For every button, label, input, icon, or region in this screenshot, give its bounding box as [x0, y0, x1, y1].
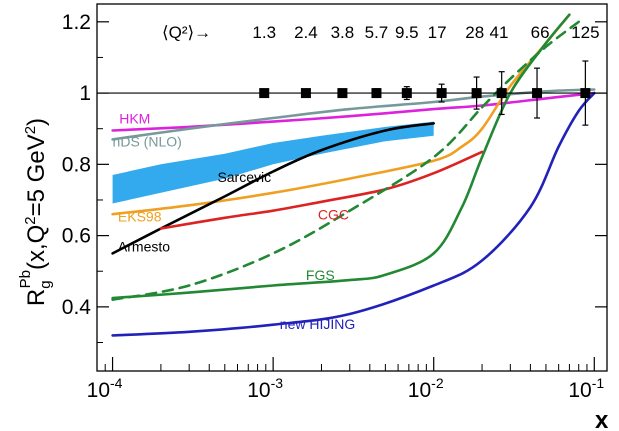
q2-value-label: 28 [465, 23, 484, 42]
data-marker [337, 88, 348, 99]
series-line-fgs-dashed [111, 20, 580, 301]
data-point [532, 67, 543, 119]
q2-value-label: 41 [490, 23, 509, 42]
y-tick-label: 0.4 [62, 296, 92, 319]
data-point [337, 88, 348, 99]
data-point [401, 86, 412, 101]
curve-label-fgs: FGS [306, 267, 335, 283]
q2-value-label: 17 [428, 23, 447, 42]
q2-value-label: 2.4 [294, 23, 318, 42]
series-line-new-hijing [111, 91, 596, 337]
data-point [300, 88, 311, 99]
x-tick-label: 10-2 [408, 375, 444, 402]
q2-value-label: 5.7 [365, 23, 389, 42]
y-title-sup: Pb [17, 270, 34, 288]
curve-label-nds-nlo: nDS (NLO) [113, 134, 182, 150]
q2-value-label: 66 [531, 23, 550, 42]
data-marker [259, 88, 270, 99]
q2-value-label: 9.5 [395, 23, 419, 42]
curve-label-hkm: HKM [119, 110, 150, 126]
y-axis-title: RgPb(x,Q2=5 GeV2) [17, 118, 54, 306]
y-title-tail: =5 GeV [23, 134, 50, 216]
y-title-gevsup: 2 [22, 126, 39, 134]
y-title-sub: g [37, 280, 54, 288]
curve-label-eks98: EKS98 [118, 208, 162, 224]
data-point [471, 76, 482, 110]
series-line-fgs [111, 13, 571, 300]
q2-value-label: 3.8 [331, 23, 355, 42]
y-title-q2sup: 2 [22, 216, 39, 224]
q2-header-label: ⟨Q²⟩→ [162, 23, 211, 42]
curve-label-cgc: CGC [318, 207, 349, 223]
y-tick-label: 0.6 [62, 225, 91, 248]
y-title-close: ) [23, 118, 50, 126]
data-marker [401, 88, 412, 99]
q2-value-label: 1.3 [252, 23, 276, 42]
data-marker [436, 88, 447, 99]
x-tick-label: 10-1 [568, 375, 604, 402]
curve-label-armesto: Armesto [118, 239, 170, 255]
data-point [371, 88, 382, 99]
sarcevic-band [112, 121, 434, 204]
data-point [496, 71, 507, 116]
series-line-cgc [159, 150, 484, 230]
x-tick-label: 10-3 [247, 375, 283, 402]
y-tick-label: 0.8 [62, 153, 91, 176]
data-point [436, 83, 447, 103]
y-title-rest: (x,Q [23, 225, 50, 270]
y-tick-label: 1 [79, 82, 91, 105]
svg-text:RgPb(x,Q2=5 GeV2): RgPb(x,Q2=5 GeV2) [17, 118, 54, 306]
series-line-eks98 [111, 13, 571, 216]
data-marker [300, 88, 311, 99]
series-line-hkm [111, 91, 596, 132]
data-marker [471, 88, 482, 99]
x-tick-label: 10-4 [87, 375, 123, 402]
y-tick-label: 1.2 [62, 11, 91, 34]
data-marker [496, 88, 507, 99]
data-point [580, 60, 591, 126]
data-point [259, 88, 270, 99]
data-marker [371, 88, 382, 99]
plot-frame [96, 3, 608, 372]
curve-label-sarcevic: Sarcevic [217, 169, 271, 185]
q2-value-label: 125 [571, 23, 599, 42]
data-marker [532, 88, 543, 99]
data-marker [580, 88, 591, 99]
x-axis-title: x [595, 407, 609, 431]
y-title-main: R [23, 289, 50, 306]
curve-label-new-hijing: new HIJING [280, 316, 355, 332]
